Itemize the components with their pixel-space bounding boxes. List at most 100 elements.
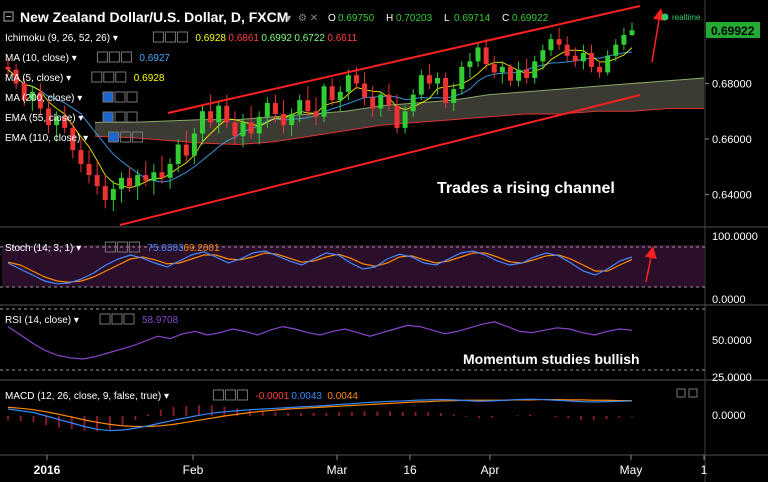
candle-up [580, 53, 586, 62]
candle-down [272, 102, 278, 115]
stoch-k-line [7, 250, 633, 285]
rising-channel [119, 5, 641, 226]
pane-button [116, 241, 128, 253]
indicator-button [96, 51, 108, 63]
candle-down [329, 86, 335, 101]
realtime-label: realtime [672, 13, 701, 22]
ohlc-value: 0.69922 [512, 13, 549, 24]
candle-down [232, 122, 238, 137]
pane-name: MACD (12, 26, close, 9, false, true) ▾ [5, 391, 169, 402]
candle-up [199, 111, 205, 134]
candle-down [159, 172, 165, 178]
candle-up [110, 188, 116, 201]
candle-down [5, 66, 11, 70]
ohlc-key: O [328, 13, 336, 24]
rsi-pane [7, 321, 633, 360]
pane-labels: Stoch (14, 3, 1) ▾ 75.0303 69.2001 RSI (14,… [5, 241, 358, 402]
candle-down [248, 122, 254, 134]
collapse-icon[interactable] [3, 11, 14, 22]
time-tick-label: Mar [327, 463, 348, 477]
candle-down [143, 175, 149, 181]
candle-up [256, 116, 262, 134]
candle-up [629, 30, 635, 35]
last-price-text: 0.69922 [711, 24, 755, 38]
candle-up [516, 69, 522, 81]
candle-down [127, 177, 133, 187]
indicator-value: 0.6927 [139, 53, 170, 64]
candle-up [321, 86, 327, 117]
macd-tick-label: 0.0000 [712, 410, 746, 422]
time-axis: 2016 Feb Mar 16 Apr May 1 [34, 455, 708, 477]
candle-up [467, 61, 473, 67]
title-settings-icons[interactable]: ⚙ ✕ [298, 13, 318, 24]
indicator-button [115, 71, 127, 83]
indicator-button [120, 131, 132, 143]
candle-down [588, 53, 594, 67]
ohlc-value: 0.70203 [396, 13, 433, 24]
price-tick-label: 0.68000 [712, 79, 752, 91]
ohlc-value: 0.69714 [454, 13, 491, 24]
ohlc-key: C [502, 13, 509, 24]
candle-down [224, 105, 230, 123]
candle-up [135, 175, 141, 187]
candle-up [532, 61, 538, 78]
pane-value: 58.9708 [142, 315, 179, 326]
candle-up [621, 34, 627, 45]
indicator-value: 0.6722 [294, 33, 325, 44]
pane-button [224, 389, 236, 401]
candle-up [418, 75, 424, 95]
pane-up-button[interactable] [676, 388, 686, 398]
cloud-top-line [95, 77, 705, 123]
candle-down [386, 94, 392, 106]
indicator-value: 0.6992 [261, 33, 292, 44]
pane-down-button[interactable] [688, 388, 698, 398]
macd-pane [7, 398, 633, 432]
time-tick-label: 1 [701, 463, 708, 477]
candle-up [175, 144, 181, 164]
candle-down [102, 186, 108, 201]
indicator-name: MA (200, close) ▾ [5, 93, 82, 104]
candle-down [597, 66, 603, 73]
symbol-title[interactable]: New Zealand Dollar/U.S. Dollar, D, FXCM [20, 9, 288, 25]
ohlc-key: L [444, 13, 450, 24]
candles [5, 22, 635, 212]
indicator-button [102, 111, 114, 123]
time-tick-label: May [620, 463, 643, 477]
candle-up [216, 105, 222, 123]
last-price-tag [706, 22, 760, 38]
indicator-button [114, 111, 126, 123]
ma10-line [7, 51, 633, 183]
candle-down [78, 150, 84, 164]
channel-annotation: Trades a rising channel [437, 180, 615, 197]
candle-down [507, 66, 513, 81]
realtime-dot [661, 13, 669, 21]
candle-down [62, 116, 68, 128]
rsi-tick-label: 50.0000 [712, 335, 752, 347]
indicator-value: 0.6861 [228, 33, 259, 44]
pane-value: -0.0001 [255, 391, 289, 402]
candle-up [54, 116, 60, 126]
price-tick-label: 0.64000 [712, 189, 752, 201]
candle-up [410, 94, 416, 112]
channel-lower-line [119, 94, 641, 226]
candle-up [337, 91, 343, 101]
candle-down [524, 69, 530, 78]
pane-button [104, 241, 116, 253]
indicator-name: Ichimoku (9, 26, 52, 26) ▾ [5, 33, 118, 44]
pane-value: 69.2001 [183, 243, 220, 254]
channel-upper-line [167, 5, 641, 114]
candle-up [548, 39, 554, 51]
pane-button [123, 313, 135, 325]
indicator-button [164, 31, 176, 43]
candle-up [167, 163, 173, 178]
candle-up [402, 111, 408, 128]
indicator-button [108, 131, 120, 143]
pane-button [236, 389, 248, 401]
indicator-button [132, 131, 144, 143]
indicator-legend: Ichimoku (9, 26, 52, 26) ▾ 0.6928 0.6861 0.… [5, 31, 358, 144]
indicator-button [108, 51, 120, 63]
candle-down [86, 163, 92, 176]
candle-down [13, 69, 19, 84]
title-dropdown-icon[interactable]: ▼ [284, 13, 293, 23]
stoch-d-line [7, 252, 633, 283]
